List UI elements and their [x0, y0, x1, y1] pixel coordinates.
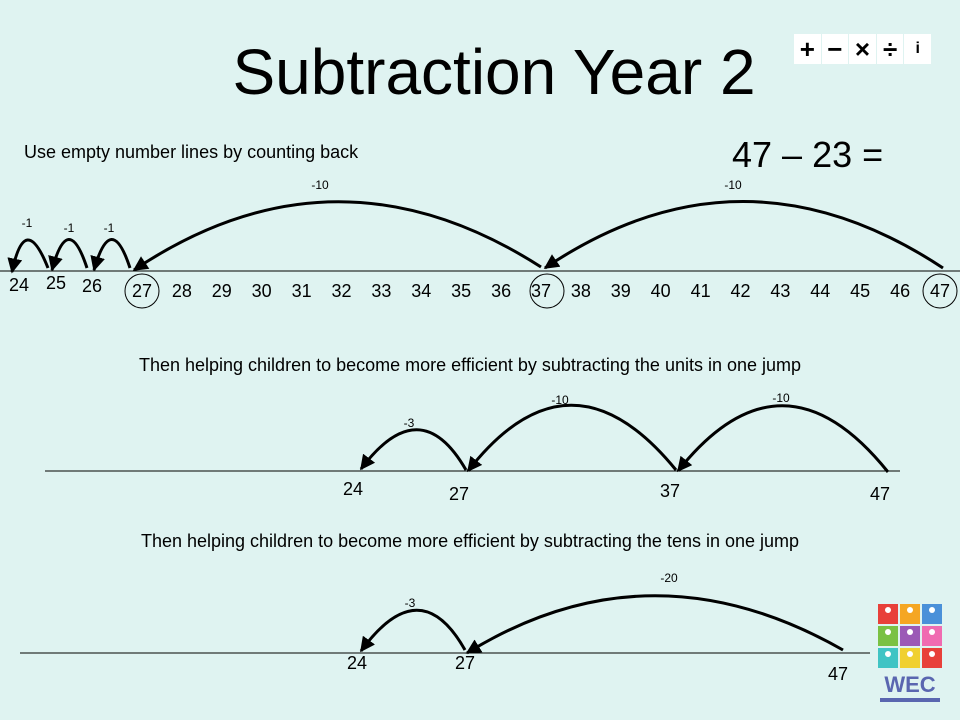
- minus-icon: −: [821, 34, 849, 64]
- logo-figure: [907, 607, 913, 613]
- logo-tile: [922, 626, 942, 646]
- jump-label: -10: [724, 178, 742, 192]
- logo-tile: [922, 648, 942, 668]
- wec-logo: WEC: [874, 602, 946, 706]
- logo-figure: [885, 629, 891, 635]
- number-24: 24: [343, 479, 363, 499]
- number-37: 37: [531, 281, 551, 301]
- jump-arc: [465, 594, 844, 655]
- logo-tile: [878, 604, 898, 624]
- jump-arc: [359, 608, 467, 653]
- number-37: 37: [660, 481, 680, 501]
- number-47: 47: [930, 281, 950, 301]
- logo-tile: [900, 626, 920, 646]
- number-46: 46: [890, 281, 910, 301]
- jump-arc: [132, 200, 542, 272]
- logo-figure: [885, 607, 891, 613]
- divide-icon: ÷: [876, 34, 904, 64]
- jump-arc: [7, 238, 50, 274]
- number-27: 27: [449, 484, 469, 504]
- line2-caption: Then helping children to become more eff…: [138, 355, 802, 375]
- jump-label: -1: [22, 216, 33, 230]
- multiply-icon: ×: [849, 34, 876, 64]
- number-28: 28: [172, 281, 192, 301]
- number-44: 44: [810, 281, 830, 301]
- number-32: 32: [331, 281, 351, 301]
- number-27: 27: [132, 281, 152, 301]
- number-38: 38: [571, 281, 591, 301]
- number-40: 40: [651, 281, 671, 301]
- number-30: 30: [252, 281, 272, 301]
- number-27: 27: [455, 653, 475, 673]
- intro-text: Use empty number lines by counting back: [24, 142, 359, 162]
- number-24: 24: [347, 653, 367, 673]
- jump-label: -1: [104, 221, 115, 235]
- jump-label: -10: [772, 391, 790, 405]
- circle-47: [922, 273, 958, 309]
- plus-icon: +: [794, 34, 821, 64]
- number-31: 31: [292, 281, 312, 301]
- circle-37: [529, 273, 565, 309]
- number-35: 35: [451, 281, 471, 301]
- jump-arc: [90, 238, 132, 272]
- logo-figure: [907, 629, 913, 635]
- number-33: 33: [371, 281, 391, 301]
- number-line-3: -3 -20 24 27 47: [20, 571, 870, 684]
- jump-label: -3: [405, 596, 416, 610]
- jump-label: -3: [404, 416, 415, 430]
- number-43: 43: [770, 281, 790, 301]
- jump-arc: [543, 200, 944, 270]
- circle-27: [124, 273, 160, 309]
- jump-label: -10: [551, 393, 569, 407]
- logo-figure: [929, 629, 935, 635]
- number-42: 42: [730, 281, 750, 301]
- logo-figure: [885, 651, 891, 657]
- number-26: 26: [82, 276, 102, 296]
- jump-label: -1: [64, 221, 75, 235]
- equation: 47 – 23 =: [732, 134, 884, 175]
- number-47: 47: [828, 664, 848, 684]
- number-line-1: 24 25 26 27 28 29 30 31 32 33 34 35 36 37 38 39 40 41 42 43…: [0, 178, 960, 309]
- jump-arc: [466, 403, 678, 473]
- logo-tile: [878, 648, 898, 668]
- number-line-2: -3 -10 -10 24 27 37 47: [45, 391, 900, 504]
- number-25: 25: [46, 273, 66, 293]
- logo-figure: [929, 607, 935, 613]
- logo-figure: [907, 651, 913, 657]
- operations-badge: + − × ÷ i: [794, 34, 932, 64]
- number-29: 29: [212, 281, 232, 301]
- jump-arc: [359, 428, 468, 471]
- number-24: 24: [9, 275, 29, 295]
- number-39: 39: [611, 281, 631, 301]
- line3-caption: Then helping children to become more eff…: [140, 531, 800, 551]
- logo-tile: [900, 604, 920, 624]
- logo-tile: [922, 604, 942, 624]
- jump-arc: [676, 404, 890, 473]
- logo-text: WEC: [884, 672, 935, 697]
- info-icon: i: [904, 34, 931, 64]
- number-36: 36: [491, 281, 511, 301]
- page-title: Subtraction Year 2: [232, 36, 756, 108]
- number-47: 47: [870, 484, 890, 504]
- number-41: 41: [691, 281, 711, 301]
- number-45: 45: [850, 281, 870, 301]
- jump-label: -10: [311, 178, 329, 192]
- logo-tile: [900, 648, 920, 668]
- logo-figure: [929, 651, 935, 657]
- logo-tile: [878, 626, 898, 646]
- jump-arc: [48, 238, 89, 272]
- number-34: 34: [411, 281, 431, 301]
- jump-label: -20: [660, 571, 678, 585]
